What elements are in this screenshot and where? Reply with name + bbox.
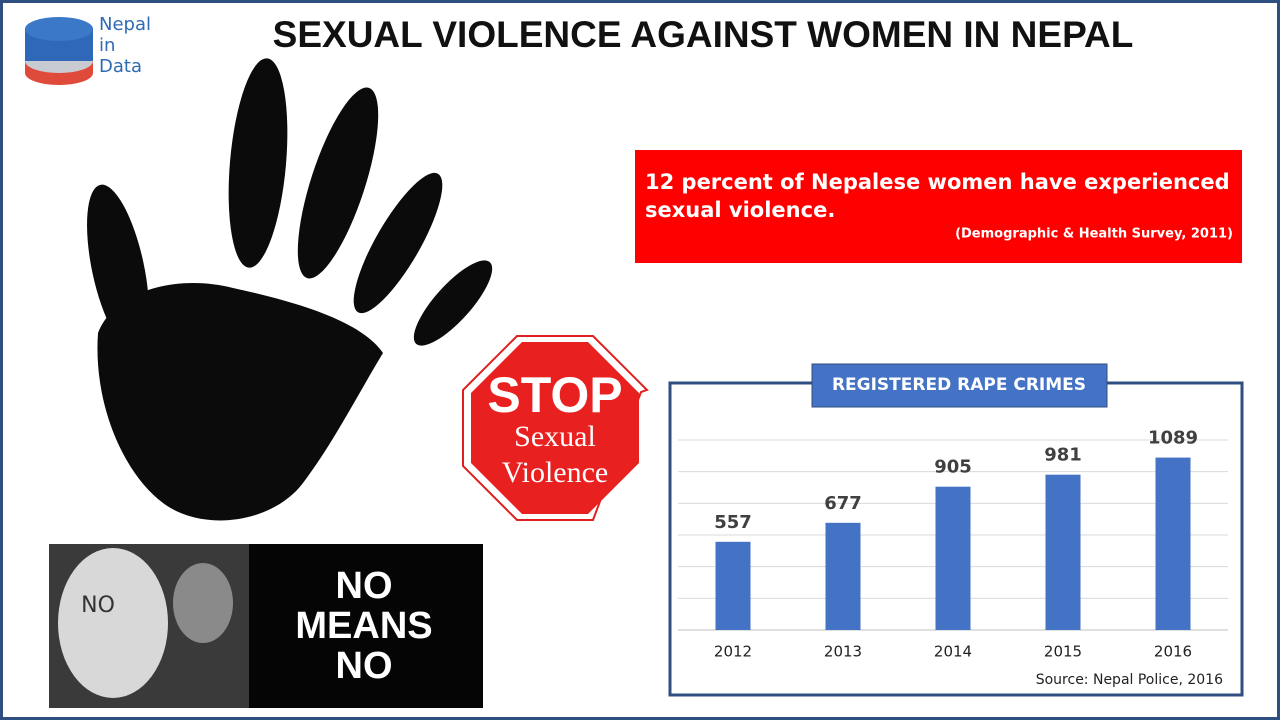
x-tick-label: 2012 xyxy=(714,643,752,661)
logo-text: Data xyxy=(99,56,142,77)
logo-text: in xyxy=(99,35,115,56)
bar xyxy=(825,522,861,630)
x-tick-label: 2013 xyxy=(824,643,862,661)
chart-source: Source: Nepal Police, 2016 xyxy=(1036,672,1223,688)
stop-text: STOP xyxy=(487,367,622,423)
photo-face xyxy=(173,563,233,643)
logo: Nepal in Data xyxy=(25,14,151,85)
stop-text: Violence xyxy=(502,456,608,489)
infographic: Nepal in Data SEXUAL VIOLENCE AGAINST WO… xyxy=(25,14,1244,708)
callout-source: (Demographic & Health Survey, 2011) xyxy=(955,227,1233,242)
value-label: 905 xyxy=(934,457,972,478)
callout-text: 12 percent of Nepalese women have experi… xyxy=(645,170,1230,194)
bar xyxy=(1155,457,1191,630)
callout-box xyxy=(635,150,1242,263)
page-title: SEXUAL VIOLENCE AGAINST WOMEN IN NEPAL xyxy=(273,14,1134,55)
bar xyxy=(1045,474,1081,630)
bar xyxy=(935,486,971,630)
logo-text: Nepal xyxy=(99,14,151,35)
stop-sign xyxy=(471,342,639,514)
photo-text: NO xyxy=(336,565,393,607)
chart-title-box xyxy=(811,363,1108,408)
photo-text: NO xyxy=(336,645,393,687)
chart-title: REGISTERED RAPE CRIMES xyxy=(832,375,1086,395)
value-label: 557 xyxy=(714,512,752,533)
photo-hand xyxy=(58,548,168,698)
callout-text: sexual violence. xyxy=(645,198,835,222)
bar xyxy=(715,541,751,630)
x-tick-label: 2015 xyxy=(1044,643,1082,661)
photo-text: MEANS xyxy=(295,605,432,647)
x-tick-label: 2014 xyxy=(934,643,972,661)
photo-hand-text: NO xyxy=(81,593,115,618)
value-label: 677 xyxy=(824,493,862,514)
value-label: 981 xyxy=(1044,445,1082,466)
stop-text: Sexual xyxy=(514,420,596,453)
x-tick-label: 2016 xyxy=(1154,643,1192,661)
handprint xyxy=(87,58,493,521)
value-label: 1089 xyxy=(1148,428,1198,449)
